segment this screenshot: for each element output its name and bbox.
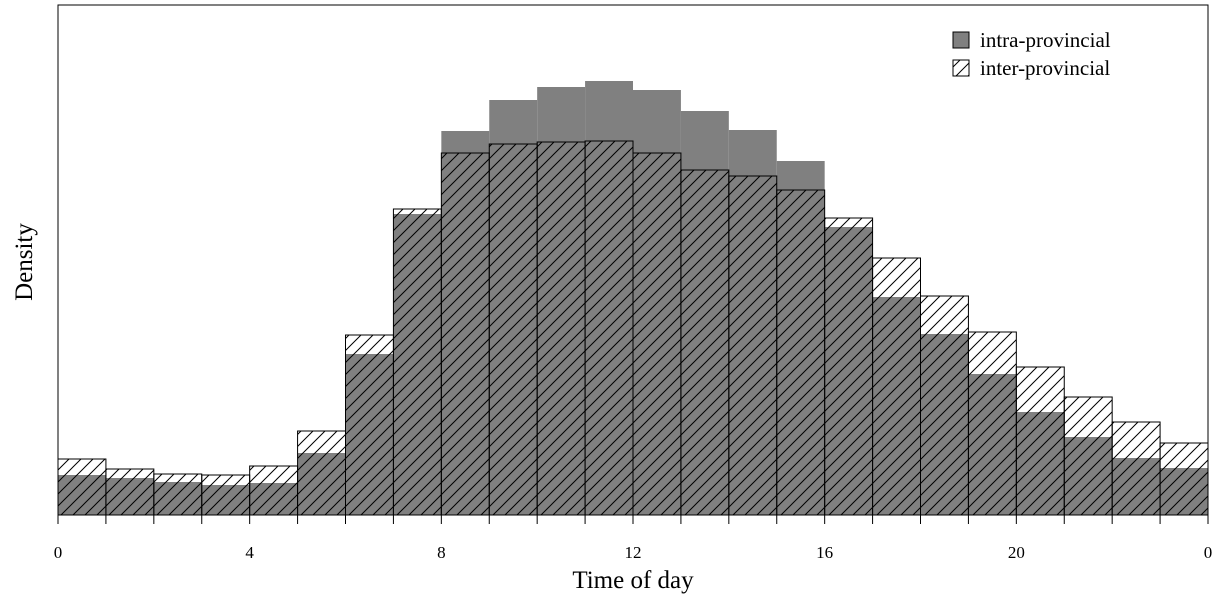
histogram-bar xyxy=(488,143,538,516)
x-axis-label: Time of day xyxy=(572,567,694,594)
x-tick-label: 4 xyxy=(245,543,254,562)
histogram-bar xyxy=(201,474,251,516)
x-tick-label: 12 xyxy=(625,543,642,562)
histogram-bar xyxy=(1159,442,1209,516)
histogram-bar xyxy=(1111,421,1161,516)
histogram-bar xyxy=(57,458,107,516)
histogram-bar xyxy=(967,331,1017,516)
legend-label: inter-provincial xyxy=(980,56,1110,80)
histogram-bar xyxy=(1015,366,1065,516)
histogram-bar xyxy=(728,175,778,516)
x-tick-label: 0 xyxy=(1204,543,1213,562)
x-tick-label: 0 xyxy=(54,543,63,562)
histogram-bar xyxy=(153,473,203,516)
histogram-bar xyxy=(345,334,394,516)
histogram-bar xyxy=(584,140,634,516)
histogram-bar xyxy=(249,465,299,516)
legend-label: intra-provincial xyxy=(980,28,1111,52)
histogram-bar xyxy=(536,141,586,516)
histogram-bar xyxy=(297,430,347,516)
x-tick-label: 16 xyxy=(816,543,833,562)
histogram-bar xyxy=(680,169,730,516)
y-axis-label: Density xyxy=(11,223,38,301)
legend-swatch xyxy=(952,59,970,77)
x-tick-label: 8 xyxy=(437,543,446,562)
histogram-bar xyxy=(920,295,969,516)
histogram-bar xyxy=(440,152,490,516)
histogram-bar xyxy=(776,189,826,516)
histogram-bar xyxy=(632,152,682,516)
histogram-bar xyxy=(1063,396,1113,516)
histogram-bar xyxy=(105,468,155,516)
histogram-bar xyxy=(872,257,921,516)
legend-swatch xyxy=(952,31,970,49)
histogram-bar xyxy=(824,217,874,516)
x-tick-label: 20 xyxy=(1008,543,1025,562)
histogram-bar xyxy=(392,208,442,516)
